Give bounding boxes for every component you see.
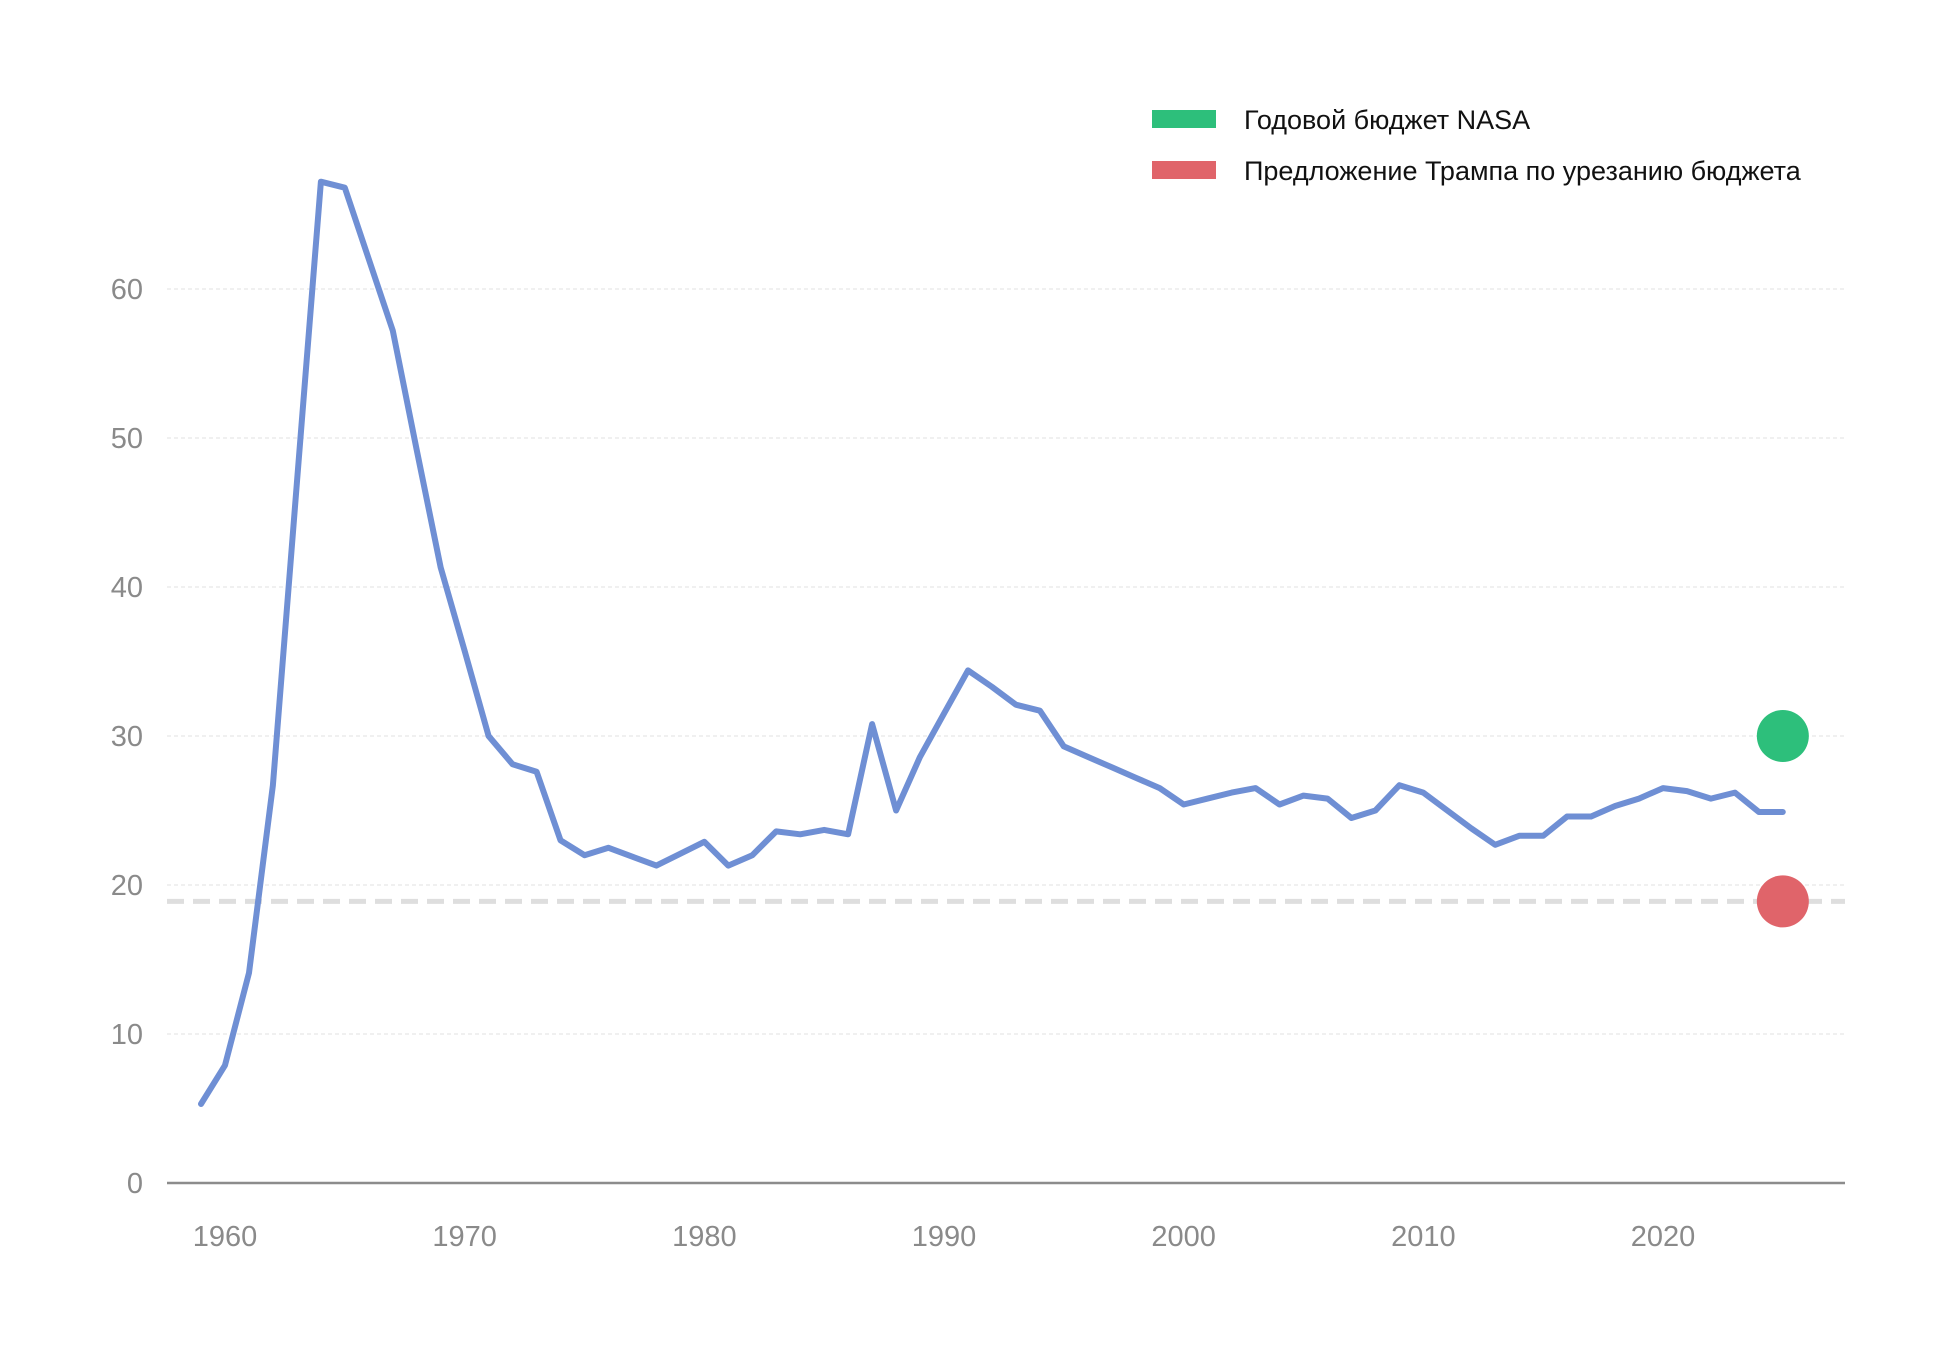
x-tick-label: 2010 [1391, 1221, 1456, 1253]
x-tick-label: 2000 [1151, 1221, 1216, 1253]
legend: Годовой бюджет NASA Предложение Трампа по… [1152, 105, 1802, 186]
series-line-0 [198, 178, 1786, 1107]
legend-swatch-1 [1152, 161, 1216, 179]
x-tick-label: 1970 [432, 1221, 497, 1253]
x-tick-label: 2020 [1631, 1221, 1696, 1253]
marker-point-0 [1756, 710, 1809, 762]
y-tick-label: 50 [111, 423, 143, 455]
y-tick-label: 30 [111, 721, 143, 753]
legend-swatch-0 [1152, 110, 1216, 128]
x-tick-label: 1960 [193, 1221, 258, 1253]
y-tick-label: 60 [111, 274, 143, 306]
marker-point-1 [1756, 875, 1809, 928]
legend-label-0: Годовой бюджет NASA [1244, 105, 1530, 135]
x-tick-label: 1990 [912, 1221, 977, 1253]
grid-lines [167, 288, 1845, 1035]
series-layer [198, 178, 1786, 1107]
axes: 0 10 20 30 40 50 60 1960 1970 1980 1990 2000 2010 202… [111, 274, 1845, 1253]
y-tick-label: 10 [111, 1019, 143, 1051]
y-tick-label: 20 [111, 870, 143, 902]
x-tick-label: 1980 [672, 1221, 737, 1253]
markers [1756, 710, 1809, 928]
legend-label-1: Предложение Трампа по урезанию бюджета [1244, 156, 1802, 186]
y-tick-label: 0 [127, 1168, 143, 1200]
y-tick-label: 40 [111, 572, 143, 604]
